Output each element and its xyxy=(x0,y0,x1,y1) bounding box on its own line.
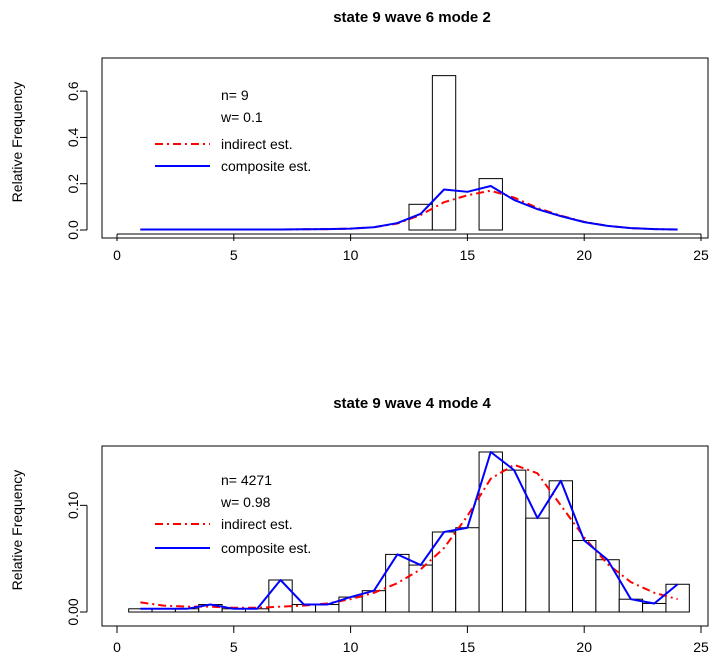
annotation-n: n= 9 xyxy=(221,87,249,103)
histogram-bar xyxy=(642,602,667,613)
legend-label-indirect: indirect est. xyxy=(221,516,293,532)
x-tick-label: 15 xyxy=(460,247,476,263)
x-axis: 0 5 10 15 20 25 xyxy=(113,233,709,263)
y-tick-label: 0.10 xyxy=(65,491,81,518)
annotation-n: n= 4271 xyxy=(221,472,272,488)
legend-label-composite: composite est. xyxy=(221,540,311,556)
x-tick-label: 0 xyxy=(113,639,121,655)
histogram-bar xyxy=(315,604,340,613)
series-lines xyxy=(140,451,679,610)
histogram-bar xyxy=(385,553,410,613)
y-tick-label: 0.6 xyxy=(65,81,81,101)
annotation-w: w= 0.98 xyxy=(220,494,271,510)
y-axis: 0.00 0.10 xyxy=(65,491,88,626)
legend-label-composite: composite est. xyxy=(221,158,311,174)
chart-title: state 9 wave 4 mode 4 xyxy=(333,395,491,412)
plot-area-frame xyxy=(101,57,709,239)
panel-bottom: state 9 wave 4 mode 4 Relative Frequency… xyxy=(9,395,709,655)
x-tick-label: 10 xyxy=(343,639,359,655)
x-tick-label: 20 xyxy=(576,247,592,263)
y-tick-label: 0.4 xyxy=(65,127,81,147)
x-tick-label: 20 xyxy=(576,639,592,655)
legend: n= 4271 w= 0.98 indirect est. composite … xyxy=(155,472,311,556)
x-tick-label: 0 xyxy=(113,247,121,263)
series-line-indirect xyxy=(140,463,678,609)
histogram-bar xyxy=(501,469,527,613)
histogram-bar xyxy=(455,527,480,613)
histogram-bar xyxy=(665,583,690,613)
x-tick-label: 25 xyxy=(693,247,709,263)
x-tick-label: 5 xyxy=(230,247,238,263)
annotation-w: w= 0.1 xyxy=(220,109,263,125)
y-tick-label: 0.2 xyxy=(65,174,81,194)
legend-label-indirect: indirect est. xyxy=(221,136,293,152)
chart-title: state 9 wave 6 mode 2 xyxy=(333,9,491,26)
y-tick-label: 0.0 xyxy=(65,220,81,240)
histogram-bar xyxy=(525,517,550,613)
panel-top: state 9 wave 6 mode 2 Relative Frequency… xyxy=(9,9,709,263)
legend: n= 9 w= 0.1 indirect est. composite est. xyxy=(155,87,311,174)
x-tick-label: 15 xyxy=(460,639,476,655)
histogram-bar xyxy=(408,564,433,613)
y-axis-label: Relative Frequency xyxy=(9,470,25,591)
x-axis: 0 5 10 15 20 25 xyxy=(113,625,709,655)
histogram-bars xyxy=(128,451,690,613)
y-tick-label: 0.00 xyxy=(65,598,81,625)
histogram-bars xyxy=(408,75,503,231)
y-axis: 0.0 0.2 0.4 0.6 xyxy=(65,81,88,240)
histogram-bar xyxy=(595,559,620,613)
x-tick-label: 5 xyxy=(230,639,238,655)
series-line-composite xyxy=(140,185,678,231)
x-tick-label: 25 xyxy=(693,639,709,655)
series-lines xyxy=(140,185,678,231)
y-axis-label: Relative Frequency xyxy=(9,82,25,203)
x-tick-label: 10 xyxy=(343,247,359,263)
series-line-composite xyxy=(140,451,679,610)
histogram-bar xyxy=(431,75,457,231)
histogram-bar xyxy=(572,540,597,613)
